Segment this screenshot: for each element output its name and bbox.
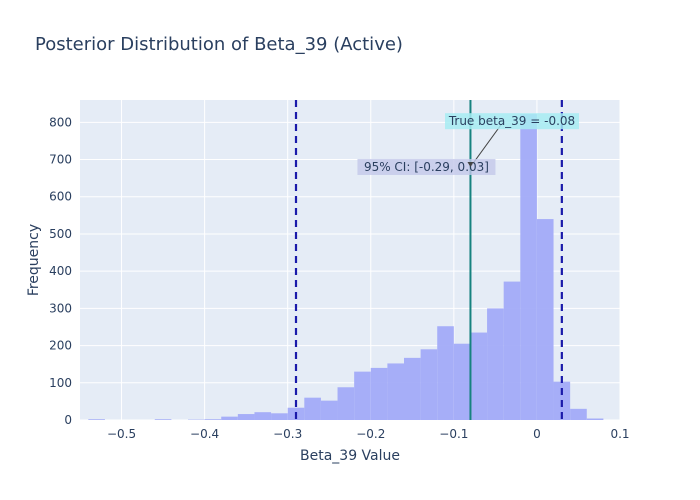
histogram-bar [320,400,338,420]
histogram-bar [254,412,272,420]
x-tick-label: −0.1 [439,427,468,441]
histogram-bar [420,349,438,420]
ci-annotation-box [357,158,496,175]
y-tick-label: 600 [49,190,72,204]
histogram-bar [154,419,172,420]
chart-title: Posterior Distribution of Beta_39 (Activ… [35,34,403,55]
x-tick-label: −0.5 [107,427,136,441]
x-tick-label: −0.3 [273,427,302,441]
true-annotation-box [445,113,579,130]
histogram-bar [204,419,222,420]
histogram-bar [271,413,288,420]
y-axis-label: Frequency [26,224,42,296]
histogram-bar [503,281,521,420]
y-tick-label: 500 [49,227,72,241]
histogram-bar [470,332,488,420]
y-tick-label: 100 [49,376,72,390]
reference-lines [294,100,563,420]
histogram-bar [520,114,537,421]
x-tick-label: −0.4 [190,427,219,441]
histogram-bar [370,367,388,420]
histogram-bar [304,397,321,420]
histogram-bar [354,371,371,420]
histogram-bar [88,419,105,420]
histogram-bar [570,408,587,420]
histogram-bar [337,387,355,420]
histogram-bar [437,326,454,420]
y-axis-ticks: 0 100 200 300 400 500 600 700 800 [49,115,72,427]
annotation-arrowhead [467,161,474,167]
histogram-bar [536,219,554,420]
histogram-bars [88,114,604,421]
y-tick-label: 0 [64,413,72,427]
y-tick-label: 700 [49,153,72,167]
y-tick-label: 800 [49,115,72,129]
x-tick-label: −0.2 [356,427,385,441]
histogram-bar [586,418,604,420]
y-tick-label: 200 [49,339,72,353]
histogram-bar [487,308,504,420]
histogram-bar [237,414,255,420]
x-tick-label: 0.1 [610,427,629,441]
ci-annotation: 95% CI: [-0.29, 0.03] [364,160,489,174]
x-axis-label: Beta_39 Value [300,448,400,464]
histogram-bar [404,357,421,420]
y-tick-label: 400 [49,264,72,278]
true-annotation: True beta_39 = -0.08 [448,114,575,128]
histogram-bar [453,343,471,420]
histogram-bar [221,416,238,420]
histogram-bar [387,363,404,420]
annotations: 95% CI: [-0.29, 0.03] True beta_39 = -0.0… [357,113,579,175]
x-tick-label: 0 [533,427,541,441]
y-tick-label: 300 [49,301,72,315]
x-axis-ticks: −0.5 −0.4 −0.3 −0.2 −0.1 0 0.1 [107,427,630,441]
